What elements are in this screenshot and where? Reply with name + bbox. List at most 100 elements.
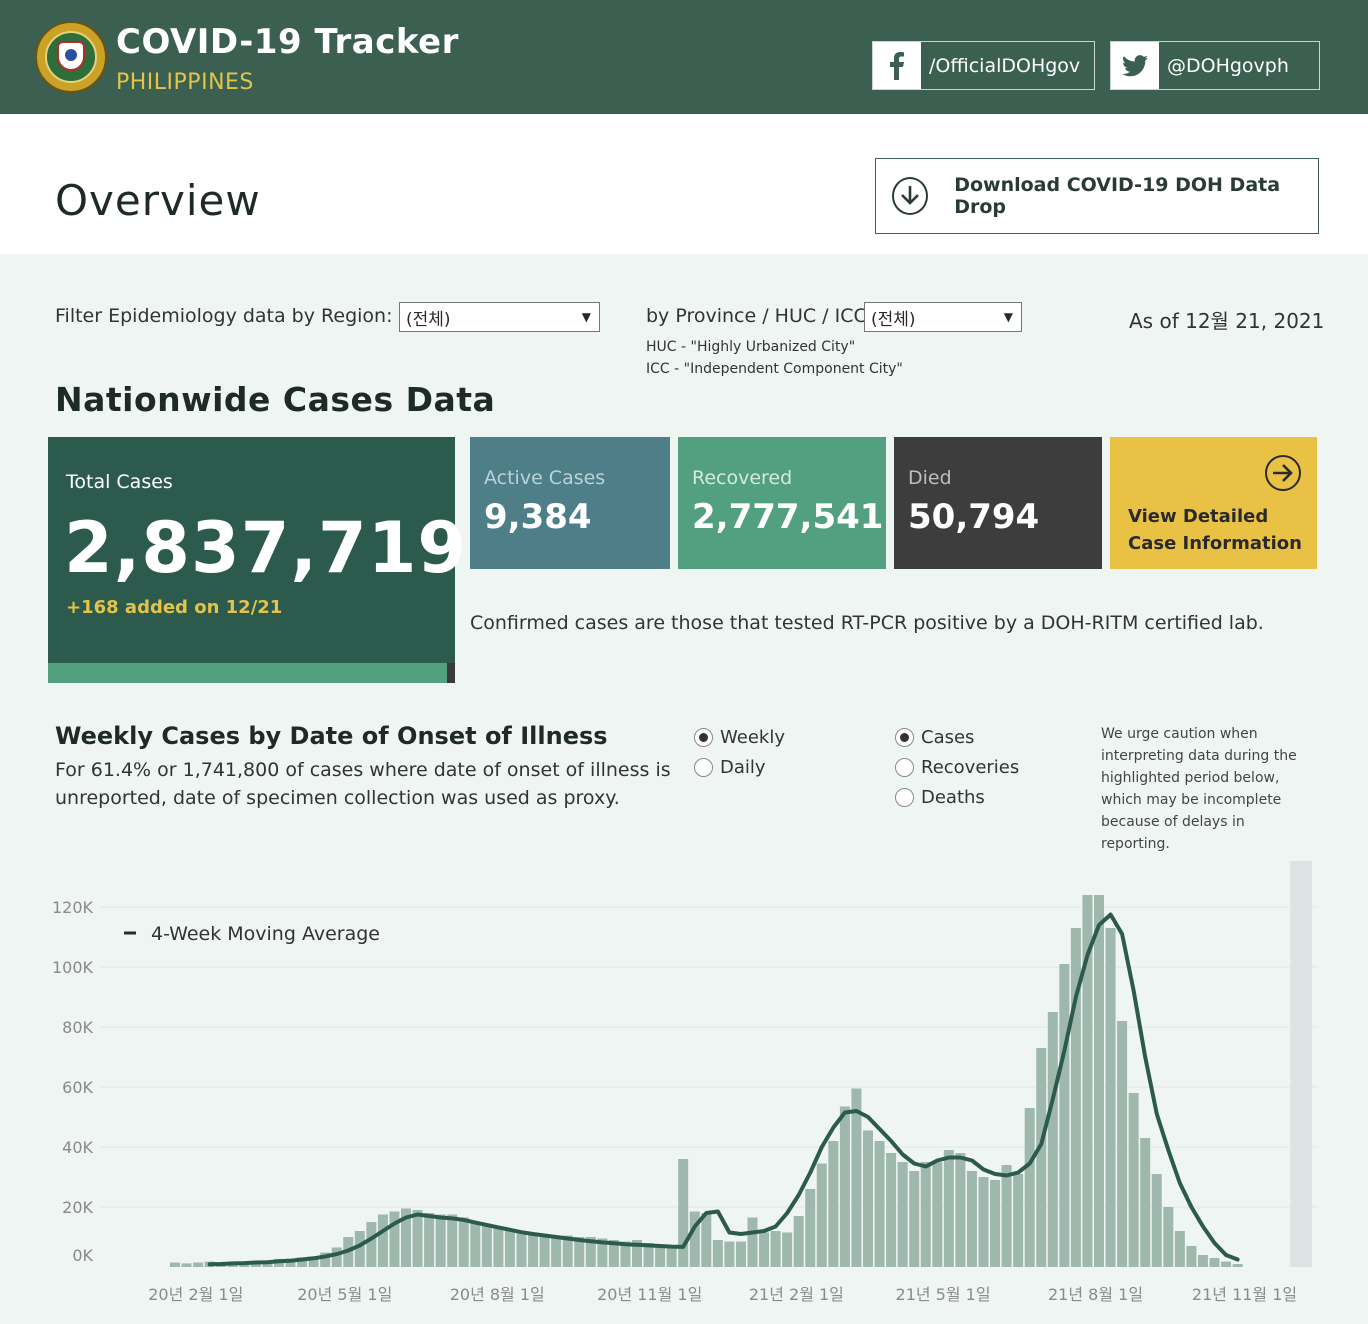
chart-grid <box>100 906 1318 1208</box>
bar <box>689 1211 700 1267</box>
bar <box>331 1247 342 1267</box>
highlight-band <box>1290 861 1312 1267</box>
x-tick-label: 21년 11월 1일 <box>1192 1285 1297 1304</box>
radio-recoveries-label: Recoveries <box>921 757 1020 778</box>
caution-note: We urge caution when interpreting data d… <box>1101 723 1321 855</box>
x-tick-label: 21년 2월 1일 <box>749 1285 844 1304</box>
province-select[interactable]: (전체) ▼ <box>864 302 1022 332</box>
overview-title: Overview <box>55 176 261 225</box>
bar <box>955 1153 966 1267</box>
bar <box>539 1234 550 1267</box>
bar <box>897 1162 908 1267</box>
bar <box>1013 1174 1024 1267</box>
content-panel <box>0 254 1368 1324</box>
radio-unselected-icon <box>895 758 914 777</box>
bar <box>1070 928 1081 1267</box>
radio-unselected-icon <box>895 788 914 807</box>
province-filter-label: by Province / HUC / ICC: <box>646 305 874 327</box>
bar <box>562 1235 573 1267</box>
view-detailed-line-1: View Detailed <box>1128 506 1269 527</box>
bar <box>354 1231 365 1267</box>
chart-description: For 61.4% or 1,741,800 of cases where da… <box>55 756 675 812</box>
bar <box>574 1237 585 1267</box>
bar <box>1151 1174 1162 1267</box>
bar <box>1232 1264 1243 1267</box>
total-cases-value: 2,837,719 <box>64 507 468 589</box>
bar <box>1128 1093 1139 1267</box>
bar <box>412 1210 423 1267</box>
total-cases-added: +168 added on 12/21 <box>66 597 283 618</box>
y-tick-label: 0K <box>72 1246 93 1265</box>
download-data-drop-button[interactable]: Download COVID-19 DOH Data Drop <box>875 158 1319 234</box>
view-detailed-line-2: Case Information <box>1128 533 1302 554</box>
active-cases-card: Active Cases 9,384 <box>470 437 670 569</box>
bar <box>943 1150 954 1267</box>
total-cases-card: Total Cases 2,837,719 +168 added on 12/2… <box>48 437 466 683</box>
x-tick-label: 20년 5월 1일 <box>297 1285 392 1304</box>
bar <box>320 1252 331 1267</box>
twitter-link[interactable]: @DOHgovph <box>1110 41 1320 90</box>
facebook-link[interactable]: /OfficialDOHgov <box>872 41 1095 90</box>
radio-weekly-label: Weekly <box>720 727 785 748</box>
huc-note: HUC - "Highly Urbanized City" <box>646 339 856 355</box>
caution-line: because of delays in <box>1101 814 1245 830</box>
y-tick-label: 40K <box>62 1138 93 1157</box>
bar <box>978 1177 989 1267</box>
radio-daily[interactable]: Daily <box>694 757 766 778</box>
header-bar: COVID-19 Tracker PHILIPPINES /OfficialDO… <box>0 0 1368 114</box>
bar <box>632 1240 642 1267</box>
bar <box>1024 1108 1035 1267</box>
bar <box>828 1141 839 1267</box>
bar <box>551 1235 562 1267</box>
bar <box>759 1232 770 1267</box>
total-card-edge <box>447 663 455 683</box>
chart-description-line-2: unreported, date of specimen collection … <box>55 787 620 809</box>
radio-recoveries[interactable]: Recoveries <box>895 757 1019 778</box>
radio-cases[interactable]: Cases <box>895 727 974 748</box>
region-select[interactable]: (전체) ▼ <box>399 302 600 332</box>
moving-average-line <box>207 912 1240 1267</box>
bar <box>1117 1021 1128 1267</box>
bar <box>285 1258 296 1267</box>
bar <box>712 1240 723 1267</box>
x-tick-label: 20년 8월 1일 <box>450 1285 545 1304</box>
bar <box>1105 928 1116 1267</box>
y-tick-label: 80K <box>62 1018 93 1037</box>
bar <box>1186 1246 1197 1267</box>
bar <box>1036 1048 1047 1267</box>
bar <box>435 1214 446 1267</box>
bar <box>966 1171 977 1267</box>
bar <box>528 1232 539 1267</box>
y-tick-label: 120K <box>52 898 94 917</box>
bar <box>1221 1261 1232 1267</box>
nationwide-title: Nationwide Cases Data <box>55 380 496 419</box>
arrow-right-circle-icon <box>1265 455 1301 491</box>
bar <box>1209 1258 1220 1267</box>
bar <box>1094 895 1104 1267</box>
total-card-bar <box>48 663 447 683</box>
radio-cases-label: Cases <box>921 727 975 748</box>
bar <box>297 1257 308 1267</box>
region-select-value: (전체) <box>406 309 451 330</box>
bar <box>377 1214 388 1267</box>
caution-line: highlighted period below, <box>1101 770 1280 786</box>
bar <box>401 1208 411 1267</box>
bar <box>1197 1255 1208 1267</box>
region-filter-label: Filter Epidemiology data by Region: <box>55 305 393 327</box>
bar <box>608 1240 619 1267</box>
chevron-down-icon: ▼ <box>581 310 591 324</box>
y-axis-ticks: 0K 20K 40K 60K 80K 100K 120K <box>52 898 94 1265</box>
bar <box>1140 1138 1151 1267</box>
view-detailed-button[interactable]: View Detailed Case Information <box>1110 437 1317 569</box>
bar <box>1163 1207 1174 1267</box>
recovered-label: Recovered <box>692 467 793 489</box>
bar <box>516 1231 527 1267</box>
bar <box>909 1171 920 1267</box>
bar <box>181 1263 192 1267</box>
bar <box>782 1232 793 1267</box>
radio-weekly[interactable]: Weekly <box>694 727 785 748</box>
radio-deaths[interactable]: Deaths <box>895 787 985 808</box>
bar <box>585 1237 596 1267</box>
twitter-handle: @DOHgovph <box>1167 54 1289 77</box>
app-title: COVID-19 Tracker <box>116 22 459 62</box>
